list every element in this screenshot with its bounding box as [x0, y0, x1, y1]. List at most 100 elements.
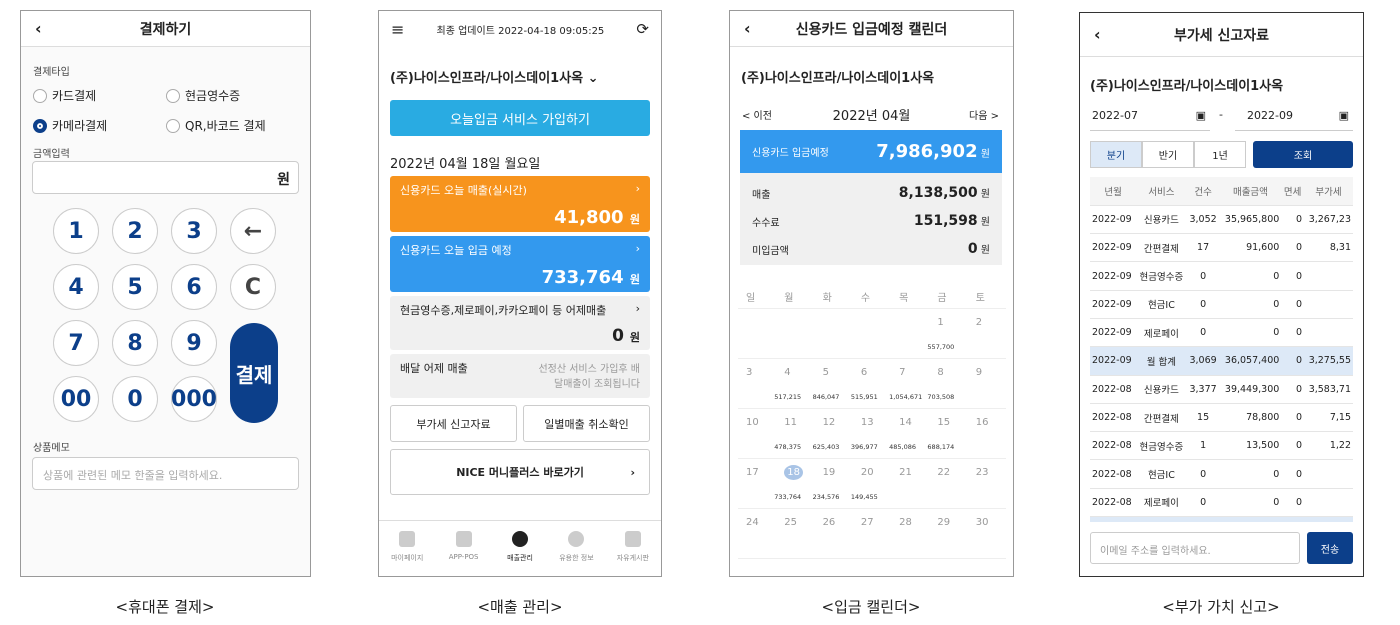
calendar-day[interactable]: 20 149,455	[851, 459, 891, 508]
keypad-key[interactable]: ←	[230, 208, 276, 254]
calendar-day[interactable]: 22	[929, 459, 967, 508]
calendar-day[interactable]: 10	[738, 409, 776, 458]
table-cell: 0	[1219, 318, 1282, 348]
deposit-calendar-screen: ‹ 신용카드 입금예정 캘린더 (주)나이스인프라/나이스데이1사옥 < 이전 2…	[729, 10, 1014, 577]
calendar-day[interactable]: 13 396,977	[851, 409, 891, 458]
calendar-day[interactable]: 3	[738, 359, 776, 408]
calendar-day[interactable]: 9	[968, 359, 1006, 408]
keypad-key[interactable]: 7	[53, 320, 99, 366]
calendar-day[interactable]: 24	[738, 509, 776, 558]
table-cell: 0	[1281, 318, 1305, 348]
table-cell: 0	[1186, 459, 1220, 489]
yesterday-sales-card[interactable]: 현금영수증,제로페이,카카오페이 등 어제매출 › 0 원	[390, 296, 650, 350]
back-icon[interactable]: ‹	[1094, 25, 1101, 44]
calendar-day[interactable]: 25	[776, 509, 814, 558]
keypad-key[interactable]: 4	[53, 264, 99, 310]
nav-app-pos[interactable]: APP-POS	[435, 521, 491, 576]
radio-qr[interactable]: QR,바코드 결제	[166, 117, 266, 134]
nav-board[interactable]: 자유게시판	[605, 521, 661, 576]
calendar-day[interactable]: 23	[968, 459, 1006, 508]
day-amount: 517,215	[774, 393, 802, 401]
calendar-day[interactable]: 30	[968, 509, 1006, 558]
nav-sales[interactable]: 매출관리	[492, 521, 548, 576]
keypad-key[interactable]: 8	[112, 320, 158, 366]
keypad-key[interactable]: 3	[171, 208, 217, 254]
send-button[interactable]: 전송	[1307, 532, 1353, 564]
keypad-key[interactable]: 1	[53, 208, 99, 254]
menu-icon[interactable]: ≡	[391, 19, 405, 39]
back-icon[interactable]: ‹	[35, 19, 42, 38]
store-select[interactable]: (주)나이스인프라/나이스데이1사옥 ⌄	[390, 71, 599, 86]
table-cell: 0	[1281, 459, 1305, 489]
join-service-button[interactable]: 오늘입금 서비스 가입하기	[390, 100, 650, 136]
calendar-day[interactable]: 14 485,086	[889, 409, 929, 458]
email-input[interactable]: 이메일 주소를 입력하세요.	[1090, 532, 1300, 564]
day-number: 11	[784, 417, 798, 428]
keypad-key[interactable]: 5	[112, 264, 158, 310]
keypad-key[interactable]: 0	[112, 376, 158, 422]
table-cell: 제로페이	[1136, 488, 1187, 518]
calendar-day[interactable]: 5 846,047	[813, 359, 853, 408]
next-month-button[interactable]: 다음 >	[969, 111, 999, 122]
calendar-day[interactable]: 6 515,951	[851, 359, 891, 408]
day-number: 6	[860, 367, 868, 378]
end-month-input[interactable]: 2022-09 ▣	[1235, 105, 1353, 131]
calendar-day[interactable]: 4 517,215	[774, 359, 814, 408]
calendar-day[interactable]: 26	[815, 509, 853, 558]
calendar-day[interactable]: 21	[891, 459, 929, 508]
refresh-icon[interactable]: ⟳	[636, 20, 649, 38]
search-button[interactable]: 조회	[1253, 141, 1353, 168]
tab-half[interactable]: 반기	[1142, 141, 1194, 168]
table-cell: 2022-09	[1090, 261, 1137, 291]
pay-button[interactable]: 결제	[230, 323, 278, 423]
keypad-key[interactable]: 2	[112, 208, 158, 254]
page-title: 신용카드 입금예정 캘린더	[795, 21, 948, 38]
nav-mypage[interactable]: 마이페이지	[379, 521, 435, 576]
calendar-day[interactable]: 19 234,576	[813, 459, 853, 508]
amount-input[interactable]: 원	[32, 161, 299, 194]
back-icon[interactable]: ‹	[744, 19, 751, 38]
calendar-day[interactable]: 15 688,174	[927, 409, 967, 458]
today-deposit-card[interactable]: 신용카드 오늘 입금 예정 › 733,764 원	[390, 236, 650, 292]
calendar-day[interactable]: 28	[891, 509, 929, 558]
cancel-check-button[interactable]: 일별매출 취소확인	[523, 405, 650, 442]
table-cell: 1,22	[1304, 431, 1353, 461]
calendar-day[interactable]: 17	[738, 459, 776, 508]
calendar-day[interactable]: 18 733,764	[774, 459, 814, 508]
calendar-icon: ▣	[1195, 109, 1206, 122]
table-cell: 2022-09	[1090, 346, 1137, 376]
day-number: 29	[937, 517, 951, 528]
calendar-day[interactable]: 12 625,403	[813, 409, 853, 458]
tab-quarter[interactable]: 분기	[1090, 141, 1142, 168]
radio-card[interactable]: 카드결제	[33, 87, 96, 104]
calendar-day[interactable]: 1 557,700	[927, 309, 967, 358]
keypad-key[interactable]: 6	[171, 264, 217, 310]
memo-input[interactable]: 상품에 관련된 메모 한줄을 입력하세요.	[32, 457, 299, 490]
day-number: 1	[937, 317, 944, 328]
keypad-key[interactable]: 9	[171, 320, 217, 366]
keypad-key[interactable]: 00	[53, 376, 99, 422]
start-month-input[interactable]: 2022-07 ▣	[1090, 105, 1210, 131]
tab-year[interactable]: 1년	[1194, 141, 1246, 168]
calendar-day[interactable]: 16	[968, 409, 1006, 458]
prev-month-button[interactable]: < 이전	[742, 111, 772, 122]
calendar-day[interactable]: 11 478,375	[774, 409, 814, 458]
radio-camera[interactable]: 카메라결제	[33, 117, 107, 134]
calendar-day[interactable]: 2	[968, 309, 1006, 358]
radio-cash-receipt[interactable]: 현금영수증	[166, 87, 240, 104]
vat-data-button[interactable]: 부가세 신고자료	[390, 405, 517, 442]
today-sales-card[interactable]: 신용카드 오늘 매출(실시간) › 41,800 원	[390, 176, 650, 232]
calendar-day[interactable]: 29	[929, 509, 967, 558]
money-plus-button[interactable]: NICE 머니플러스 바로가기 ›	[390, 449, 650, 495]
table-row: 2022-08 간편결제 15 78,800 0 7,15	[1090, 403, 1353, 433]
calendar-day[interactable]: 7 1,054,671	[889, 359, 929, 408]
calendar-day[interactable]: 27	[853, 509, 891, 558]
table-cell: 0	[1186, 290, 1220, 319]
keypad-key[interactable]: 000	[171, 376, 217, 422]
keypad-key[interactable]: C	[230, 264, 276, 310]
weekday-label: 월	[784, 293, 794, 304]
calendar-day[interactable]: 8 703,508	[927, 359, 967, 408]
caption-sales: <매출 관리>	[477, 598, 563, 616]
calendar-day	[853, 309, 891, 358]
nav-info[interactable]: 유용한 정보	[548, 521, 604, 576]
